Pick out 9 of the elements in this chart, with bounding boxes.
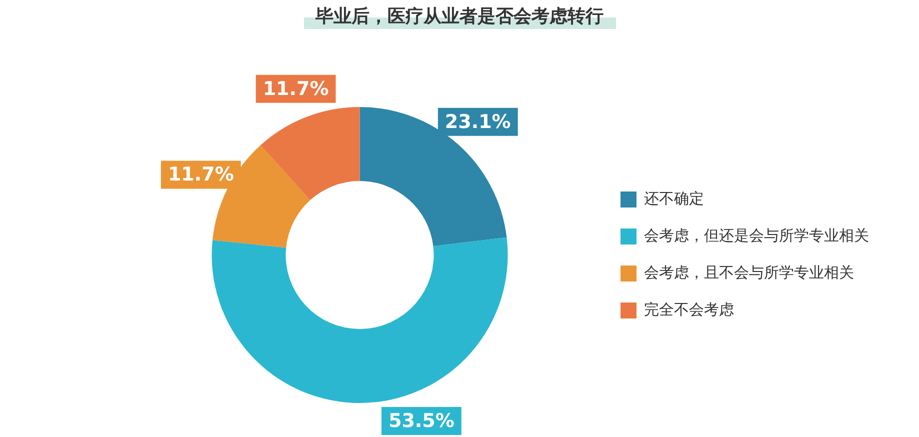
data-label: 11.7% [168, 164, 234, 186]
legend-label: 还不确定 [644, 189, 704, 208]
data-label: 11.7% [262, 78, 329, 100]
legend-label: 会考虑，但还是会与所学专业相关 [644, 226, 869, 244]
legend-label: 会考虑，且不会与所学专业相关 [644, 263, 854, 282]
data-label: 23.1% [444, 110, 511, 133]
legend-label: 完全不会考虑 [644, 300, 734, 318]
chart-title: 毕业后，医疗从业者是否会考虑转行 [304, 4, 616, 29]
data-label: 53.5% [388, 410, 454, 432]
